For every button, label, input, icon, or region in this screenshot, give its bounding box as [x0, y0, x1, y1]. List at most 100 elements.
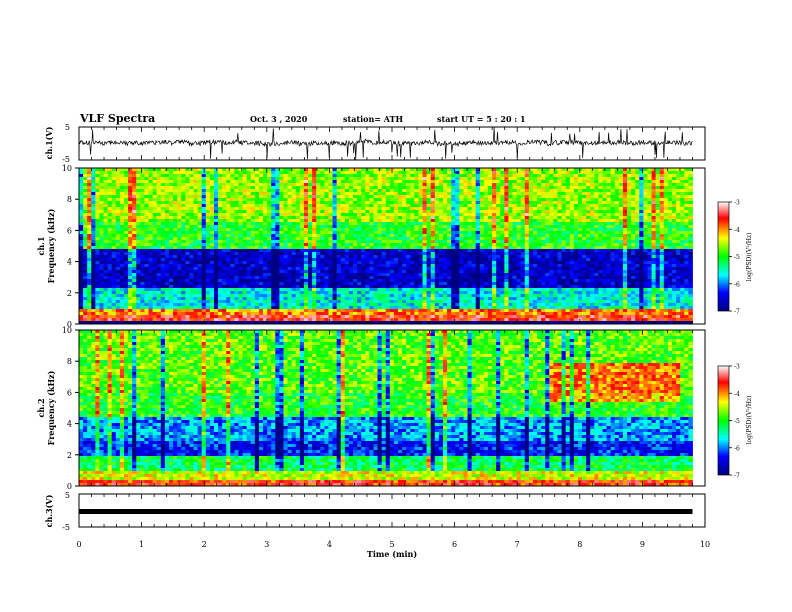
spectrogram-cell	[389, 312, 395, 316]
spectrogram-cell	[418, 291, 423, 295]
spectrogram-cell	[258, 180, 264, 184]
spectrogram-cell	[213, 237, 219, 241]
spectrogram-cell	[185, 195, 190, 199]
spectrogram-cell	[369, 207, 374, 211]
spectrogram-cell	[140, 207, 145, 211]
spectrogram-cell	[238, 198, 243, 202]
spectrogram-cell	[275, 234, 280, 238]
spectrogram-cell	[99, 300, 104, 304]
spectrogram-cell	[152, 174, 158, 178]
spectrogram-cell	[332, 288, 338, 292]
spectrogram-cell	[308, 285, 313, 289]
spectrogram-cell	[291, 297, 297, 301]
spectrogram-cell	[377, 258, 383, 262]
spectrogram-cell	[115, 312, 121, 316]
spectrogram-cell	[348, 231, 354, 235]
spectrogram-cell	[226, 219, 231, 223]
spectrogram-cell	[205, 186, 211, 190]
spectrogram-cell	[324, 291, 329, 295]
spectrogram-cell	[79, 204, 84, 208]
spectrogram-cell	[173, 294, 178, 298]
spectrogram-cell	[226, 309, 231, 313]
spectrogram-cell	[156, 183, 162, 187]
spectrogram-cell	[160, 243, 166, 247]
spectrogram-cell	[164, 216, 170, 220]
spectrogram-cell	[152, 231, 158, 235]
spectrogram-cell	[115, 237, 121, 241]
spectrogram-cell	[283, 252, 288, 256]
spectrogram-cell	[132, 315, 137, 319]
spectrogram-cell	[132, 231, 137, 235]
spectrogram-cell	[193, 231, 199, 235]
spectrogram-cell	[357, 237, 362, 241]
spectrogram-cell	[205, 240, 211, 244]
spectrogram-cell	[91, 276, 96, 280]
spectrogram-cell	[447, 186, 452, 190]
spectrogram-cell	[410, 267, 415, 271]
spectrogram-cell	[189, 264, 194, 268]
spectrogram-cell	[443, 168, 448, 172]
spectrogram-cell	[385, 249, 391, 253]
spectrogram-cell	[389, 282, 395, 286]
spectrogram-cell	[324, 183, 329, 187]
spectrogram-cell	[197, 264, 203, 268]
spectrogram-cell	[332, 267, 338, 271]
spectrogram-cell	[230, 207, 235, 211]
spectrogram-cell	[324, 225, 329, 229]
spectrogram-cell	[418, 240, 423, 244]
spectrogram-cell	[103, 237, 109, 241]
spectrogram-cell	[406, 171, 411, 175]
spectrogram-cell	[393, 171, 399, 175]
spectrogram-cell	[111, 249, 117, 253]
spectrogram-cell	[213, 321, 219, 325]
spectrogram-cell	[181, 195, 186, 199]
spectrogram-cell	[263, 273, 268, 277]
spectrogram-cell	[438, 192, 444, 196]
spectrogram-cell	[320, 231, 325, 235]
spectrogram-cell	[156, 222, 162, 226]
spectrogram-cell	[410, 258, 415, 262]
spectrogram-cell	[447, 171, 452, 175]
spectrogram-cell	[410, 246, 415, 250]
spectrogram-cell	[336, 222, 342, 226]
spectrogram-cell	[99, 312, 104, 316]
spectrogram-cell	[185, 186, 190, 190]
spectrogram-cell	[123, 177, 129, 181]
spectrogram-cell	[447, 255, 452, 259]
spectrogram-cell	[111, 285, 117, 289]
spectrogram-cell	[164, 231, 170, 235]
spectrogram-cell	[201, 216, 207, 220]
spectrogram-cell	[103, 261, 109, 265]
spectrogram-cell	[377, 234, 383, 238]
spectrogram-cell	[361, 291, 366, 295]
spectrogram-cell	[324, 186, 329, 190]
spectrogram-cell	[332, 249, 338, 253]
spectrogram-cell	[164, 183, 170, 187]
spectrogram-cell	[443, 294, 448, 298]
spectrogram-cell	[316, 282, 321, 286]
spectrogram-cell	[320, 279, 325, 283]
spectrogram-cell	[389, 261, 395, 265]
spectrogram-cell	[422, 246, 428, 250]
spectrogram-cell	[189, 225, 194, 229]
spectrogram-cell	[283, 189, 288, 193]
spectrogram-cell	[226, 312, 231, 316]
spectrogram-cell	[111, 222, 117, 226]
spectrogram-cell	[271, 294, 276, 298]
spectrogram-cell	[418, 177, 423, 181]
spectrogram-cell	[83, 273, 88, 277]
spectrogram-cell	[177, 261, 182, 265]
spectrogram-cell	[87, 267, 92, 271]
spectrogram-cell	[275, 297, 280, 301]
spectrogram-cell	[434, 249, 440, 253]
spectrogram-cell	[246, 270, 252, 274]
spectrogram-cell	[455, 249, 460, 253]
spectrogram-cell	[299, 285, 305, 289]
spectrogram-cell	[218, 225, 223, 229]
spectrogram-cell	[271, 207, 276, 211]
spectrogram-cell	[361, 309, 366, 313]
spectrogram-cell	[320, 255, 325, 259]
spectrogram-cell	[132, 240, 137, 244]
spectrogram-cell	[381, 210, 387, 214]
spectrogram-cell	[303, 273, 309, 277]
